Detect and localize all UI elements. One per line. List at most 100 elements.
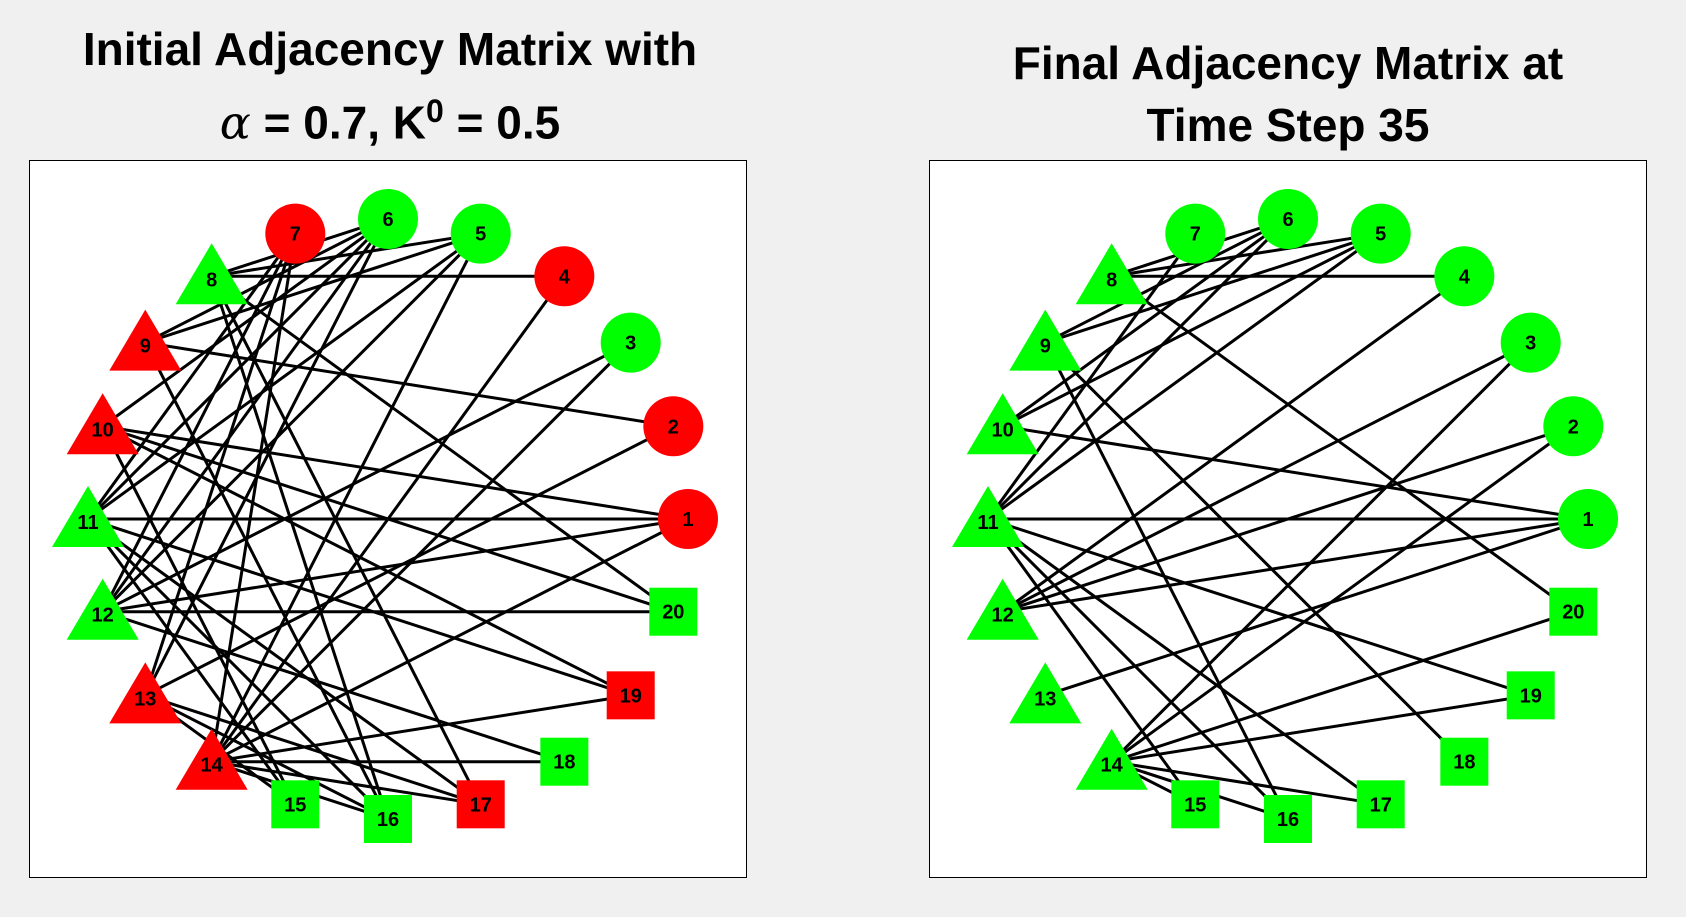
edge-14-3 bbox=[1110, 341, 1532, 763]
node-10: 10 bbox=[66, 393, 139, 455]
edge-9-6 bbox=[1044, 217, 1289, 345]
node-17-marker bbox=[456, 780, 505, 829]
title-final: Final Adjacency Matrix at Time Step 35 bbox=[918, 32, 1658, 156]
edge-12-1 bbox=[102, 517, 689, 614]
edge-11-15 bbox=[86, 518, 297, 806]
node-8: 8 bbox=[1075, 243, 1148, 305]
edge-10-6 bbox=[1001, 217, 1289, 428]
title-final-line1: Final Adjacency Matrix at bbox=[1012, 37, 1564, 89]
node-12-label: 12 bbox=[92, 605, 114, 627]
node-14-marker bbox=[175, 728, 248, 790]
node-5: 5 bbox=[450, 203, 511, 264]
edge-11-15 bbox=[986, 518, 1197, 806]
node-19-marker bbox=[606, 671, 655, 720]
node-3-label: 3 bbox=[1525, 333, 1536, 355]
node-14: 14 bbox=[175, 728, 248, 790]
node-4-label: 4 bbox=[1459, 266, 1471, 288]
edge-11-5 bbox=[987, 232, 1382, 521]
node-16-marker bbox=[1264, 795, 1312, 843]
node-11-marker bbox=[952, 486, 1024, 547]
node-3-marker bbox=[1500, 312, 1561, 373]
node-13-marker bbox=[1009, 662, 1082, 724]
edge-12-18 bbox=[102, 610, 565, 764]
edge-12-3 bbox=[1002, 341, 1532, 614]
node-17: 17 bbox=[1356, 780, 1405, 829]
node-18: 18 bbox=[1440, 737, 1489, 786]
node-7-marker bbox=[265, 203, 326, 264]
node-18-label: 18 bbox=[553, 752, 575, 774]
edge-12-7 bbox=[101, 233, 297, 613]
edge-10-15 bbox=[101, 425, 297, 805]
node-8-label: 8 bbox=[1106, 269, 1117, 291]
node-9: 9 bbox=[109, 309, 182, 371]
node-17-marker bbox=[1356, 780, 1405, 829]
node-4: 4 bbox=[1434, 246, 1495, 307]
k-value-text: = 0.5 bbox=[443, 96, 561, 149]
node-1-marker bbox=[1558, 489, 1618, 549]
edge-10-5 bbox=[1002, 232, 1382, 428]
node-14-label: 14 bbox=[201, 755, 224, 777]
node-19-label: 19 bbox=[620, 685, 642, 707]
edge-13-1 bbox=[1044, 517, 1589, 697]
edge-11-16 bbox=[986, 517, 1290, 821]
node-7-label: 7 bbox=[290, 224, 301, 246]
title-initial-line2: α = 0.7, K0 = 0.5 bbox=[20, 80, 760, 153]
edge-11-19 bbox=[87, 517, 632, 697]
node-1: 1 bbox=[658, 489, 718, 549]
node-5-label: 5 bbox=[1375, 224, 1386, 246]
node-10-marker bbox=[966, 393, 1039, 455]
node-10-label: 10 bbox=[92, 419, 114, 441]
node-3-marker bbox=[600, 312, 661, 373]
edge-12-1 bbox=[1002, 517, 1589, 614]
edge-8-5 bbox=[1111, 232, 1381, 278]
node-8-marker bbox=[175, 243, 248, 305]
edge-13-6 bbox=[143, 218, 390, 697]
node-15-label: 15 bbox=[284, 794, 306, 816]
edge-14-19 bbox=[211, 693, 631, 764]
node-14-marker bbox=[1075, 728, 1148, 790]
edge-10-1 bbox=[1002, 424, 1589, 521]
node-1-label: 1 bbox=[682, 509, 693, 531]
edge-13-2 bbox=[144, 424, 674, 697]
node-8: 8 bbox=[175, 243, 248, 305]
edge-8-5 bbox=[211, 232, 481, 278]
node-11: 11 bbox=[952, 486, 1024, 547]
title-initial: Initial Adjacency Matrix with α = 0.7, K… bbox=[20, 18, 760, 153]
edge-13-17 bbox=[144, 693, 482, 806]
node-6-marker bbox=[1258, 189, 1318, 249]
node-19-marker bbox=[1506, 671, 1555, 720]
edge-14-3 bbox=[210, 341, 632, 763]
node-18-marker bbox=[1440, 737, 1489, 786]
node-1: 1 bbox=[1558, 489, 1618, 549]
node-16: 16 bbox=[364, 795, 412, 843]
edge-8-17 bbox=[210, 275, 483, 805]
node-2: 2 bbox=[643, 396, 704, 457]
node-4-marker bbox=[534, 246, 595, 307]
edge-9-16 bbox=[1043, 341, 1290, 820]
edge-14-17 bbox=[1111, 760, 1381, 806]
edge-14-17 bbox=[211, 760, 481, 806]
node-11-label: 11 bbox=[977, 512, 998, 534]
node-15-marker bbox=[1171, 780, 1220, 829]
node-18-label: 18 bbox=[1453, 752, 1475, 774]
alpha-value-text: = 0.7, K bbox=[250, 96, 427, 149]
edge-11-6 bbox=[86, 217, 390, 521]
node-3-label: 3 bbox=[625, 333, 636, 355]
node-2-label: 2 bbox=[668, 416, 679, 438]
node-9-marker bbox=[109, 309, 182, 371]
node-15: 15 bbox=[1171, 780, 1220, 829]
edge-12-3 bbox=[102, 341, 632, 614]
node-20-marker bbox=[1549, 587, 1598, 636]
node-14: 14 bbox=[1075, 728, 1148, 790]
edge-11-7 bbox=[86, 232, 297, 520]
node-4: 4 bbox=[534, 246, 595, 307]
node-16-label: 16 bbox=[377, 809, 399, 831]
edge-14-20 bbox=[1111, 610, 1574, 764]
edge-14-4 bbox=[210, 275, 566, 763]
node-20-label: 20 bbox=[1562, 602, 1584, 624]
edge-10-19 bbox=[102, 424, 632, 697]
edge-14-5 bbox=[210, 233, 483, 763]
edge-12-4 bbox=[1001, 275, 1466, 613]
node-11: 11 bbox=[52, 486, 124, 547]
node-9-label: 9 bbox=[140, 336, 151, 358]
